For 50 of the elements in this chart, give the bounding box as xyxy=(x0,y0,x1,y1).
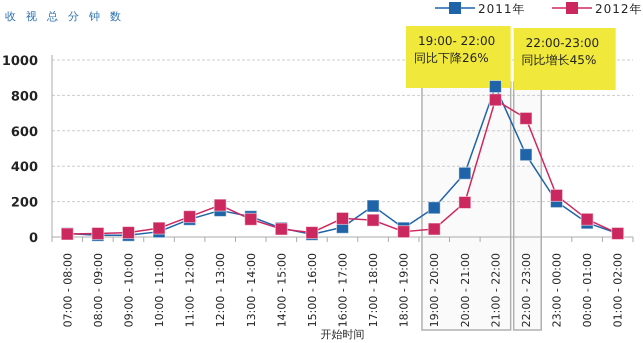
x-tick-label: 17:00 - 18:00 xyxy=(367,253,380,328)
x-tick-label: 22:00 - 23:00 xyxy=(520,253,533,328)
point xyxy=(458,166,472,180)
y-tick-label: 800 xyxy=(10,89,38,104)
x-tick-label: 07:00 - 08:00 xyxy=(61,253,74,328)
y-tick-label: 1000 xyxy=(2,54,38,69)
point xyxy=(428,201,441,214)
x-tick-label: 08:00 - 09:00 xyxy=(92,253,105,328)
band-label: 22:00-23:00 同比增长45% xyxy=(522,36,600,67)
y-tick-label: 200 xyxy=(10,196,38,211)
point xyxy=(488,93,502,106)
x-tick-label: 10:00 - 11:00 xyxy=(153,253,166,328)
legend-label: 2012年 xyxy=(595,2,643,16)
y-tick-label: 400 xyxy=(10,160,38,176)
point xyxy=(336,212,349,225)
x-tick-label: 00:00 - 01:00 xyxy=(581,253,594,328)
point xyxy=(519,112,532,125)
x-tick-label: 13:00 - 14:00 xyxy=(244,253,258,328)
x-tick-label: 15:00 - 16:00 xyxy=(306,253,319,328)
point xyxy=(428,222,441,236)
x-tick-label: 21:00 - 22:00 xyxy=(489,253,502,328)
x-tick-label: 19:00 - 20:00 xyxy=(428,253,442,328)
legend-label: 2011年 xyxy=(478,2,526,16)
y-tick-label: 600 xyxy=(10,124,38,140)
x-tick-label: 20:00 - 21:00 xyxy=(458,253,472,328)
band-label: 19:00- 22:00 同比下降26% xyxy=(414,34,496,65)
x-tick-label: 18:00 - 19:00 xyxy=(398,253,411,328)
point xyxy=(183,210,196,224)
point xyxy=(397,225,410,238)
x-tick-label: 01:00 - 02:00 xyxy=(612,253,625,328)
x-tick-label: 11:00 - 12:00 xyxy=(184,253,197,328)
chart-title: 收视总分钟数 xyxy=(5,10,131,23)
point xyxy=(366,214,380,227)
point xyxy=(152,222,166,235)
point xyxy=(519,148,532,162)
point xyxy=(550,188,564,202)
y-tick-label: 0 xyxy=(28,231,38,246)
point xyxy=(488,80,502,94)
point xyxy=(122,226,135,240)
x-tick-label: 12:00 - 13:00 xyxy=(214,253,228,328)
point xyxy=(214,198,227,212)
point xyxy=(580,212,594,226)
x-axis-title: 开始时间 xyxy=(320,328,364,341)
x-tick-label: 23:00 - 00:00 xyxy=(550,253,564,328)
x-tick-label: 09:00 - 10:00 xyxy=(122,253,136,328)
x-tick-label: 16:00 - 17:00 xyxy=(336,253,350,328)
point xyxy=(458,196,472,209)
x-tick-label: 14:00 - 15:00 xyxy=(275,253,288,328)
point xyxy=(244,212,258,226)
point xyxy=(366,200,380,213)
